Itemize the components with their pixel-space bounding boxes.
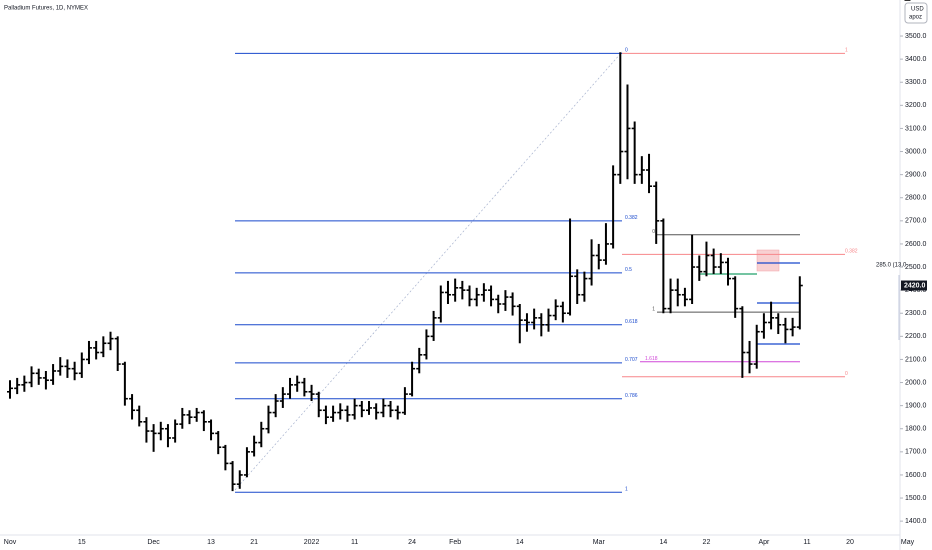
level-label: 0 (652, 229, 655, 235)
x-tick-label: 20 (846, 539, 854, 546)
x-tick-label: 24 (408, 539, 416, 546)
x-tick-label: 14 (516, 539, 524, 546)
x-tick-label: Nov (4, 539, 17, 546)
stop-zone (756, 249, 780, 272)
level-label: 1 (845, 48, 848, 54)
y-tick-label: 2900.0 (905, 171, 927, 178)
level-label: 0.382 (845, 249, 858, 255)
y-tick-label: 3100.0 (905, 125, 927, 132)
last-price-label: 2420.0 (904, 282, 926, 289)
level-label: 1 (652, 306, 655, 312)
y-tick-label: 3300.0 (905, 79, 927, 86)
last-price-tag (901, 280, 927, 291)
x-tick-label: 2022 (304, 539, 320, 546)
y-tick-label: 1700.0 (905, 449, 927, 456)
y-tick-label: 3000.0 (905, 148, 927, 155)
level-label: 0.707 (625, 357, 638, 363)
x-tick-label: 22 (703, 539, 711, 546)
level-label: 0.5 (625, 267, 632, 273)
level-label: 0.382 (625, 215, 638, 221)
x-tick-label: 14 (659, 539, 667, 546)
y-tick-label: 1600.0 (905, 472, 927, 479)
x-tick-label: Mar (593, 539, 606, 546)
y-tick-label: 2700.0 (905, 218, 927, 225)
x-tick-label: 15 (78, 539, 86, 546)
x-tick-label: Dec (147, 539, 160, 546)
y-tick-label: 2600.0 (905, 241, 927, 248)
y-tick-label: 2200.0 (905, 333, 927, 340)
y-tick-label: 2000.0 (905, 379, 927, 386)
level-label: 1.618 (645, 356, 658, 362)
x-tick-label: 13 (207, 539, 215, 546)
chart-title: Palladium Futures, 1D, NYMEX (4, 6, 88, 12)
y-tick-label: 1400.0 (905, 518, 927, 525)
y-tick-label: 3500.0 (905, 33, 927, 40)
level-label: 0.786 (625, 393, 638, 399)
level-label: 0 (845, 371, 848, 377)
currency-box[interactable] (904, 2, 928, 24)
level-label: 0 (625, 48, 628, 54)
y-tick-label: 1500.0 (905, 495, 927, 502)
currency: USD (911, 7, 924, 13)
trend-line (234, 51, 623, 491)
x-tick-label: 11 (351, 539, 358, 546)
x-tick-label: Feb (449, 539, 461, 546)
x-tick-label: 11 (803, 539, 810, 546)
x-tick-label: 21 (250, 539, 258, 546)
y-tick-label: 2300.0 (905, 310, 927, 317)
x-tick-label: Apr (758, 539, 770, 546)
level-label: 0.618 (625, 319, 638, 325)
y-tick-label: 1900.0 (905, 402, 927, 409)
y-tick-label: 2800.0 (905, 195, 927, 202)
measure-label: 285.0 (13.0 (876, 263, 907, 269)
y-tick-label: 2100.0 (905, 356, 927, 363)
level-label: 1 (625, 487, 628, 493)
unit: apoz (909, 15, 922, 21)
y-tick-label: 2500.0 (905, 264, 927, 271)
y-tick-label: 3400.0 (905, 56, 927, 63)
y-tick-label: 3200.0 (905, 102, 927, 109)
x-tick-label: May (901, 539, 915, 546)
y-tick-label: 1800.0 (905, 426, 927, 433)
